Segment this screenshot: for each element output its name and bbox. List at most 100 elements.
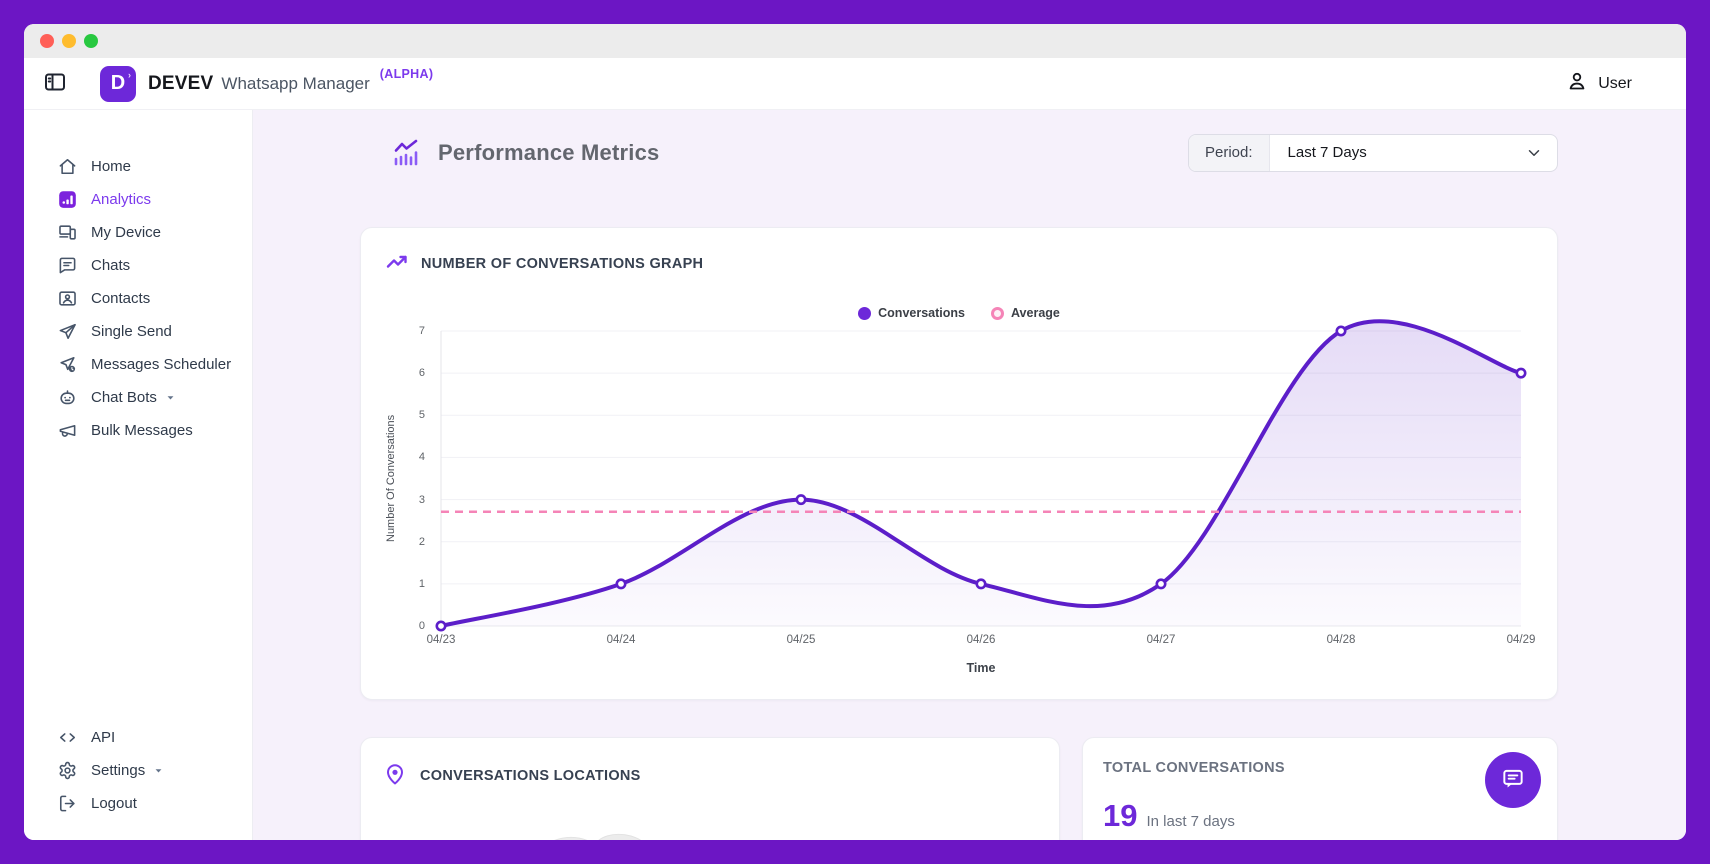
brand-name: DEVEV (148, 72, 214, 94)
conversations-locations-card: CONVERSATIONS LOCATIONS (360, 737, 1060, 840)
sidebar-item-label: Bulk Messages (91, 422, 193, 439)
sidebar-item-chats[interactable]: Chats (24, 249, 252, 282)
total-conversations-caption: In last 7 days (1146, 813, 1235, 830)
conversations-graph-card: NUMBER OF CONVERSATIONS GRAPH Conversati… (360, 227, 1558, 700)
x-axis-title: Time (966, 661, 996, 675)
sidebar-item-label: Contacts (91, 290, 151, 307)
sidebar-item-api[interactable]: API (24, 721, 252, 754)
legend-label: Conversations (878, 306, 965, 320)
y-tick-label: 4 (418, 451, 425, 464)
sidebar-item-label: Analytics (91, 191, 152, 208)
x-tick-label: 04/24 (606, 634, 636, 646)
user-menu[interactable]: User (1566, 70, 1632, 97)
x-tick-label: 04/26 (966, 634, 996, 646)
bottom-cards-row: CONVERSATIONS LOCATIONS (360, 737, 1558, 840)
performance-metrics-icon (390, 137, 422, 169)
device-icon (58, 223, 77, 242)
sidebar-item-bulk-messages[interactable]: Bulk Messages (24, 414, 252, 447)
sidebar-item-messages-scheduler[interactable]: Messages Scheduler (24, 348, 252, 381)
sidebar-item-label: Messages Scheduler (91, 356, 232, 373)
sidebar-nav-footer: API Settings Logout (24, 721, 252, 840)
code-icon (58, 728, 77, 747)
sidebar-item-label: My Device (91, 224, 162, 241)
brand-logo[interactable]: D › (100, 65, 136, 102)
x-tick-label: 04/29 (1506, 634, 1536, 646)
chat-bubble-icon (1500, 766, 1526, 795)
chart-legend: Conversations Average (361, 306, 1557, 320)
traffic-light-minimize[interactable] (62, 34, 76, 48)
legend-ring-swatch (990, 306, 1004, 320)
legend-item-average[interactable]: Average (990, 306, 1060, 320)
x-tick-label: 04/28 (1326, 634, 1356, 646)
period-value: Last 7 Days (1287, 144, 1367, 161)
app-window: D › DEVEV Whatsapp Manager (ALPHA) User … (24, 24, 1686, 840)
graph-card-title-row: NUMBER OF CONVERSATIONS GRAPH (385, 250, 703, 278)
analytics-icon (58, 190, 77, 209)
chats-icon (58, 256, 77, 275)
locations-card-title-row: CONVERSATIONS LOCATIONS (383, 762, 641, 790)
conversations-fab-button[interactable] (1485, 752, 1541, 808)
period-select[interactable]: Period: Last 7 Days (1188, 133, 1558, 172)
brand-logo-letter: D (110, 72, 126, 94)
traffic-light-close[interactable] (40, 34, 54, 48)
page-title: Performance Metrics (438, 139, 660, 165)
chevron-down-icon (153, 765, 164, 776)
body-row: Home Analytics My Device Chats Contacts Singl… (24, 110, 1686, 840)
sidebar-toggle-button[interactable] (42, 71, 68, 97)
y-tick-label: 6 (418, 367, 425, 380)
sidebar-item-my-device[interactable]: My Device (24, 216, 252, 249)
sidebar-toggle-icon (43, 70, 67, 97)
legend-label: Average (1010, 306, 1060, 320)
sidebar: Home Analytics My Device Chats Contacts Singl… (24, 110, 253, 840)
y-tick-label: 5 (418, 409, 425, 422)
home-icon (58, 157, 77, 176)
user-label: User (1598, 74, 1632, 92)
sidebar-item-label: Logout (91, 795, 137, 812)
total-conversations-value: 19 (1103, 798, 1138, 833)
sidebar-item-logout[interactable]: Logout (24, 787, 252, 820)
sidebar-item-label: Settings (91, 762, 146, 779)
bot-icon (58, 388, 77, 407)
logout-icon (58, 794, 77, 813)
y-tick-label: 2 (418, 535, 425, 548)
x-tick-label: 04/25 (786, 634, 816, 646)
window-titlebar (24, 24, 1686, 58)
sidebar-item-chat-bots[interactable]: Chat Bots (24, 381, 252, 414)
sidebar-item-single-send[interactable]: Single Send (24, 315, 252, 348)
sidebar-item-analytics[interactable]: Analytics (24, 183, 252, 216)
app-header: D › DEVEV Whatsapp Manager (ALPHA) User (24, 58, 1686, 110)
sidebar-item-contacts[interactable]: Contacts (24, 282, 252, 315)
legend-item-conversations[interactable]: Conversations (858, 306, 965, 320)
sidebar-item-settings[interactable]: Settings (24, 754, 252, 787)
page-head: Performance Metrics Period: Last 7 Days (360, 130, 1558, 175)
product-name: Whatsapp Manager (221, 73, 370, 93)
main-content: Performance Metrics Period: Last 7 Days (253, 110, 1686, 840)
map-pin-icon (383, 762, 407, 790)
sidebar-item-home[interactable]: Home (24, 150, 252, 183)
sidebar-item-label: Single Send (91, 323, 172, 340)
contacts-icon (58, 289, 77, 308)
x-tick-label: 04/23 (426, 634, 456, 646)
y-tick-label: 3 (418, 493, 425, 506)
locations-card-title: CONVERSATIONS LOCATIONS (420, 768, 641, 784)
sidebar-item-label: Chat Bots (91, 389, 157, 406)
x-tick-label: 04/27 (1146, 634, 1176, 646)
legend-dot-swatch (858, 306, 872, 320)
user-icon (1566, 70, 1588, 97)
page-title-wrap: Performance Metrics (390, 137, 659, 169)
brand-logo-tick: › (128, 69, 131, 80)
scheduler-icon (58, 355, 77, 374)
graph-card-title: NUMBER OF CONVERSATIONS GRAPH (421, 256, 704, 272)
sidebar-item-label: API (91, 729, 116, 746)
chart-plot-area (435, 319, 1527, 632)
alpha-badge: (ALPHA) (379, 67, 434, 81)
traffic-light-zoom[interactable] (84, 34, 98, 48)
x-axis-ticks: 04/23 04/24 04/25 04/26 04/27 04/28 04/29 (427, 634, 1536, 650)
period-label: Period: (1189, 134, 1270, 171)
chevron-down-icon (165, 392, 176, 403)
line-chart (435, 319, 1527, 632)
trend-up-icon (385, 250, 409, 278)
send-icon (58, 322, 77, 341)
world-map (391, 800, 1031, 840)
